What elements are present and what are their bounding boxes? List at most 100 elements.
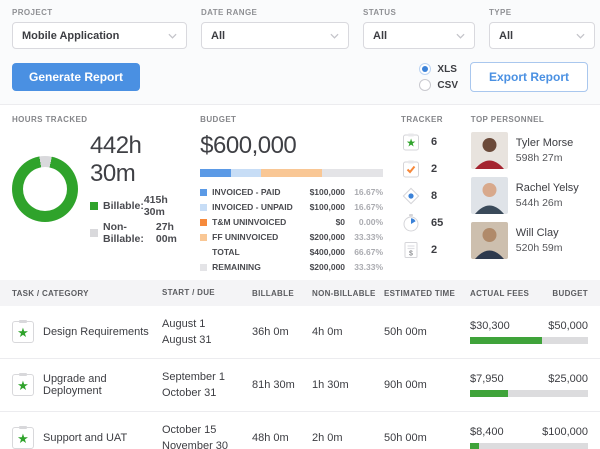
header-budget: BUDGET <box>552 288 588 298</box>
segment-invoiced-unpaid <box>230 169 262 177</box>
top-personnel-title: TOP PERSONNEL <box>470 115 545 124</box>
svg-text:★: ★ <box>406 138 416 150</box>
table-row[interactable]: ★ Upgrade and Deployment September 1 Oct… <box>0 359 600 412</box>
header-estimated-time: ESTIMATED TIME <box>384 288 456 298</box>
tracker-item-completed: 2 <box>401 159 465 179</box>
avatar-tyler-morse <box>470 132 508 169</box>
tracker-title: TRACKER <box>401 115 443 124</box>
hours-total: 442h 30m <box>90 132 142 187</box>
segment-invoiced-paid <box>200 169 231 177</box>
tracker-item-starred: ★ 6 <box>401 132 465 152</box>
type-select[interactable]: All <box>489 22 595 49</box>
hours-tracked-title: HOURS TRACKED <box>12 115 88 124</box>
invoice-count: 2 <box>431 244 438 256</box>
person-name: Will Clay <box>515 227 559 239</box>
start-date: October 15 <box>162 423 217 436</box>
non-billable-hours: 1h 30m <box>312 379 349 391</box>
milestone-count: 8 <box>431 190 438 202</box>
billable-hours: 36h 0m <box>252 326 289 338</box>
invoiced-paid-pct: 16.67% <box>354 187 384 197</box>
fees-progress-fill <box>470 337 542 344</box>
fees-progress-fill <box>470 390 508 397</box>
status-label: STATUS <box>363 8 397 17</box>
project-select[interactable]: Mobile Application <box>12 22 187 49</box>
radio-csv[interactable]: CSV <box>419 79 458 91</box>
remaining-pct: 33.33% <box>354 262 384 272</box>
task-star-icon: ★ <box>12 320 34 343</box>
fees-progress-fill <box>470 443 480 449</box>
non-billable-label: Non-Billable: <box>103 221 144 245</box>
estimated-time: 50h 00m <box>384 326 427 338</box>
billable-legend-row: Billable: 415h 30m <box>90 194 190 218</box>
tm-uninvoiced-swatch <box>200 218 208 226</box>
task-name: Upgrade and Deployment <box>43 373 107 397</box>
ff-uninvoiced-pct: 33.33% <box>354 232 384 242</box>
header-task-category: TASK / CATEGORY <box>12 288 89 298</box>
radio-xls-label: XLS <box>437 63 457 75</box>
non-billable-legend-row: Non-Billable: 27h 00m <box>90 221 190 245</box>
total-label: TOTAL <box>212 247 240 257</box>
header-actual-fees: ACTUAL FEES <box>470 288 530 298</box>
due-date: November 30 <box>162 440 229 449</box>
person-hours: 598h 27m <box>515 152 563 164</box>
invoiced-unpaid-label: INVOICED - UNPAID <box>212 202 293 212</box>
fees-progress-bar <box>470 443 588 449</box>
invoice-icon: $ <box>404 242 418 258</box>
date-range-select[interactable]: All <box>201 22 349 49</box>
radio-xls-control[interactable] <box>419 63 432 75</box>
table-row[interactable]: ★ Support and UAT October 15 November 30… <box>0 412 600 449</box>
table-row[interactable]: ★ Design Requirements August 1 August 31… <box>0 306 600 359</box>
person-name: Rachel Yelsy <box>515 182 579 194</box>
date-range-select-value: All <box>211 29 226 42</box>
filter-date-range: DATE RANGE All <box>201 8 349 49</box>
radio-csv-control[interactable] <box>419 79 432 91</box>
tm-uninvoiced-amount: $0 <box>335 217 346 227</box>
person-hours: 520h 59m <box>515 242 563 254</box>
type-select-value: All <box>499 29 514 42</box>
task-name: Support and UAT <box>43 432 128 444</box>
billable-value: 415h 30m <box>143 194 168 218</box>
export-report-button[interactable]: Export Report <box>469 62 588 92</box>
summary-section: HOURS TRACKED 442h 30m Billable: 415h 30… <box>0 105 600 280</box>
budget-amount: $50,000 <box>548 320 588 332</box>
fees-progress-bar <box>470 337 588 344</box>
completed-tasks-count: 2 <box>431 163 438 175</box>
budget-title: BUDGET <box>200 115 237 124</box>
actual-fees: $30,300 <box>470 320 510 332</box>
radio-xls[interactable]: XLS <box>419 63 458 75</box>
remaining-swatch <box>200 263 208 271</box>
due-date: October 31 <box>162 387 217 399</box>
budget-row-remaining: REMAINING $200,000 33.33% <box>200 262 383 272</box>
invoiced-paid-amount: $100,000 <box>309 187 346 197</box>
person-hours: 544h 26m <box>515 197 563 209</box>
remaining-amount: $200,000 <box>309 262 346 272</box>
radio-csv-label: CSV <box>437 79 458 91</box>
export-format-radio-group: XLS CSV <box>419 63 458 91</box>
estimated-time: 50h 00m <box>384 432 427 444</box>
budget-row-ff-uninvoiced: FF UNINVOICED $200,000 33.33% <box>200 232 383 242</box>
project-select-value: Mobile Application <box>22 29 120 42</box>
top-personnel-panel: TOP PERSONNEL Tyler Morse 598h 27m Rache… <box>470 115 588 272</box>
chevron-down-icon <box>576 33 585 39</box>
status-select[interactable]: All <box>363 22 475 49</box>
chevron-down-icon <box>456 33 465 39</box>
non-billable-hours: 2h 0m <box>312 432 343 444</box>
task-star-icon: ★ <box>12 373 34 396</box>
filter-type: TYPE All <box>489 8 595 49</box>
timer-count: 65 <box>431 217 444 229</box>
budget-panel: BUDGET $600,000 INVOICED - PAID $100,000… <box>200 115 384 272</box>
completed-tasks-icon <box>403 160 420 178</box>
actual-fees: $8,400 <box>470 426 504 438</box>
filter-status: STATUS All <box>363 8 475 49</box>
non-billable-swatch <box>90 229 98 237</box>
tm-uninvoiced-pct: 0.00% <box>358 217 384 227</box>
budget-total: $600,000 <box>200 132 297 159</box>
table-header-row: TASK / CATEGORY START / DUE BILLABLE NON… <box>0 280 600 306</box>
invoiced-unpaid-swatch <box>200 203 208 211</box>
starred-tasks-count: 6 <box>431 136 438 148</box>
person-row: Tyler Morse 598h 27m <box>470 132 588 169</box>
billable-hours: 48h 0m <box>252 432 289 444</box>
remaining-label: REMAINING <box>212 262 261 272</box>
generate-report-button[interactable]: Generate Report <box>12 63 141 91</box>
tracker-item-timer: 65 <box>401 213 465 233</box>
